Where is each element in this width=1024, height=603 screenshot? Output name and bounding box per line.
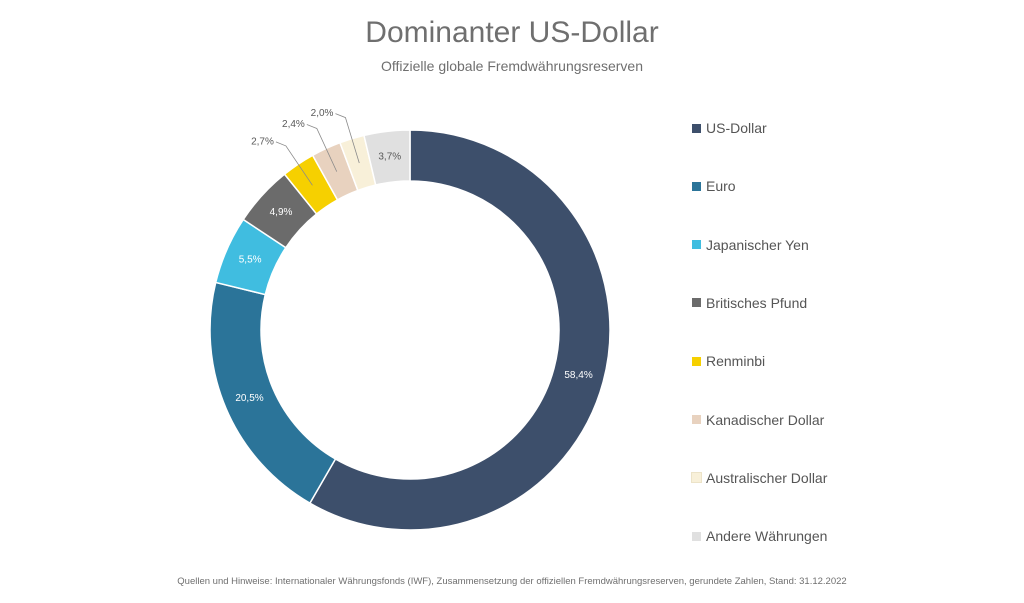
legend-swatch [692,298,701,308]
leader-line-renminbi [275,141,313,186]
legend-item-andere-w-hrungen: Andere Währungen [692,526,827,546]
legend-label: Japanischer Yen [706,236,809,253]
data-label-britisches-pfund: 4,9% [270,207,293,218]
source-note: Quellen und Hinweise: Internationaler Wä… [177,576,847,587]
legend-item-euro: Euro [692,176,736,196]
legend-label: Britisches Pfund [706,294,808,311]
legend-swatch [692,181,701,191]
legend-swatch [691,472,702,484]
data-label-andere-w-hrungen: 3,7% [378,151,401,162]
data-label-australischer-dollar: 2,0% [311,108,334,119]
legend-item-britisches-pfund: Britisches Pfund [692,293,807,313]
legend-item-australischer-dollar: Australischer Dollar [691,468,828,488]
data-label-japanischer-yen: 5,5% [239,255,262,266]
slice-euro [209,281,337,505]
chart-subtitle: Offizielle globale Fremdwährungsreserven [381,58,643,74]
data-label-renminbi: 2,7% [251,137,274,148]
legend-swatch [692,356,701,366]
legend-swatch [692,531,701,541]
legend-label: Australischer Dollar [706,469,828,486]
legend-label: Kanadischer Dollar [706,411,825,428]
legend-label: US-Dollar [706,120,767,136]
leader-line-australischer-dollar [335,113,360,164]
data-label-kanadischer-dollar: 2,4% [282,119,305,130]
leader-line-kanadischer-dollar [306,124,338,172]
data-label-us-dollar: 58,4% [564,370,592,381]
chart-title: Dominanter US-Dollar [365,16,659,49]
legend-item-us-dollar: US-Dollar [692,118,767,138]
slice-andere-w-hrungen [363,129,411,186]
data-label-euro: 20,5% [235,393,263,404]
legend-swatch [692,240,701,250]
slice-us-dollar [308,129,611,531]
legend-label: Renminbi [706,353,766,370]
legend-swatch [692,415,701,424]
legend-item-japanischer-yen: Japanischer Yen [692,235,809,255]
legend-label: Euro [706,178,736,195]
legend-label: Andere Währungen [706,528,828,545]
legend-item-renminbi: Renminbi [692,351,765,371]
legend-item-kanadischer-dollar: Kanadischer Dollar [692,410,824,430]
legend-swatch [692,123,701,133]
